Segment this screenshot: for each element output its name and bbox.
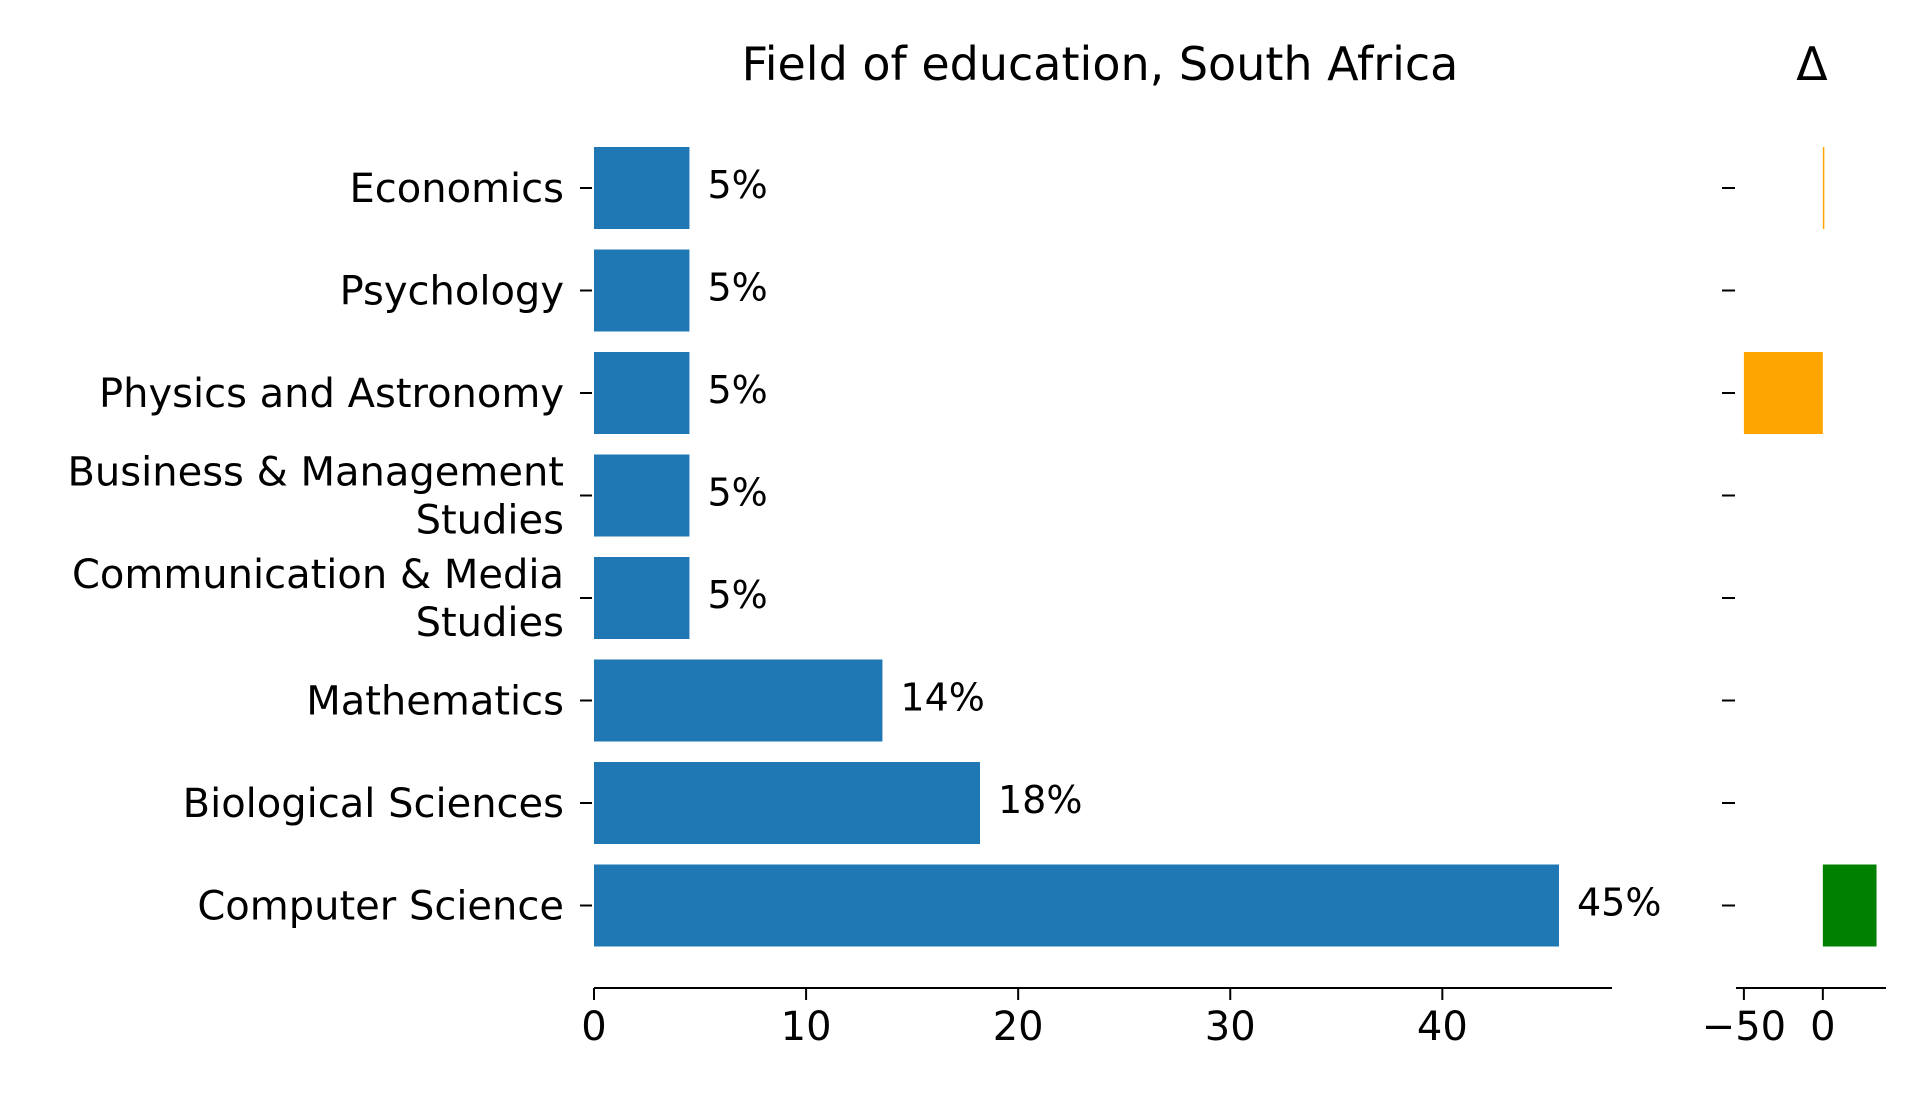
category-label-line: Business & Management <box>67 450 564 496</box>
value-label: 5% <box>707 368 767 412</box>
category-label: Communication & Media Studies <box>72 552 564 646</box>
delta-bar <box>1822 864 1877 947</box>
value-label: 18% <box>998 778 1082 822</box>
x-tick-label: 10 <box>781 1004 832 1050</box>
value-label: 5% <box>707 266 767 310</box>
delta-bars <box>1743 147 1877 947</box>
category-label-line: Psychology <box>340 269 564 315</box>
x-tick-label: 20 <box>993 1004 1044 1050</box>
bar <box>594 762 980 844</box>
bar <box>594 557 690 639</box>
delta-x-tick-label: 0 <box>1810 1004 1835 1050</box>
bar <box>594 454 690 537</box>
value-label: 45% <box>1577 881 1661 925</box>
delta-bar <box>1743 352 1823 434</box>
category-label: Business & Management Studies <box>67 450 564 544</box>
bar <box>594 659 883 742</box>
delta-ticks <box>1722 187 1735 907</box>
category-labels: Economics Psychology Physics and Astronomy… <box>67 166 592 930</box>
x-tick-label: 40 <box>1417 1004 1468 1050</box>
category-label: Psychology <box>340 269 564 315</box>
category-label: Computer Science <box>197 884 564 930</box>
delta-x-axis: −50 0 <box>1702 987 1886 1050</box>
category-label-line: Studies <box>416 600 564 646</box>
bar <box>594 352 690 434</box>
category-label-line: Economics <box>350 166 564 212</box>
x-tick-label: 30 <box>1205 1004 1256 1050</box>
category-label-line: Communication & Media <box>72 552 564 598</box>
value-label: 5% <box>707 163 767 207</box>
value-label: 5% <box>707 573 767 617</box>
delta-title: Δ <box>1796 37 1828 91</box>
bar <box>594 864 1559 947</box>
value-label: 5% <box>707 471 767 515</box>
category-label-line: Mathematics <box>306 679 564 725</box>
value-label: 14% <box>900 676 984 720</box>
category-label-line: Studies <box>416 498 564 544</box>
delta-x-tick-label: −50 <box>1702 1004 1786 1050</box>
delta-bar <box>1822 147 1825 229</box>
value-labels: 5% 5% 5% 5% 5% 14% 18% 45% <box>707 163 1661 925</box>
chart-title: Field of education, South Africa <box>742 37 1459 91</box>
category-label: Physics and Astronomy <box>99 371 564 417</box>
x-tick-label: 0 <box>581 1004 606 1050</box>
category-label: Economics <box>350 166 564 212</box>
bar <box>594 147 690 229</box>
category-label: Mathematics <box>306 679 564 725</box>
bars <box>594 147 1559 947</box>
category-label-line: Biological Sciences <box>183 781 564 827</box>
category-label: Biological Sciences <box>183 781 564 827</box>
main-x-axis: 0 10 20 30 40 <box>581 987 1612 1050</box>
bar <box>594 249 690 332</box>
category-label-line: Physics and Astronomy <box>99 371 564 417</box>
category-label-line: Computer Science <box>197 884 564 930</box>
